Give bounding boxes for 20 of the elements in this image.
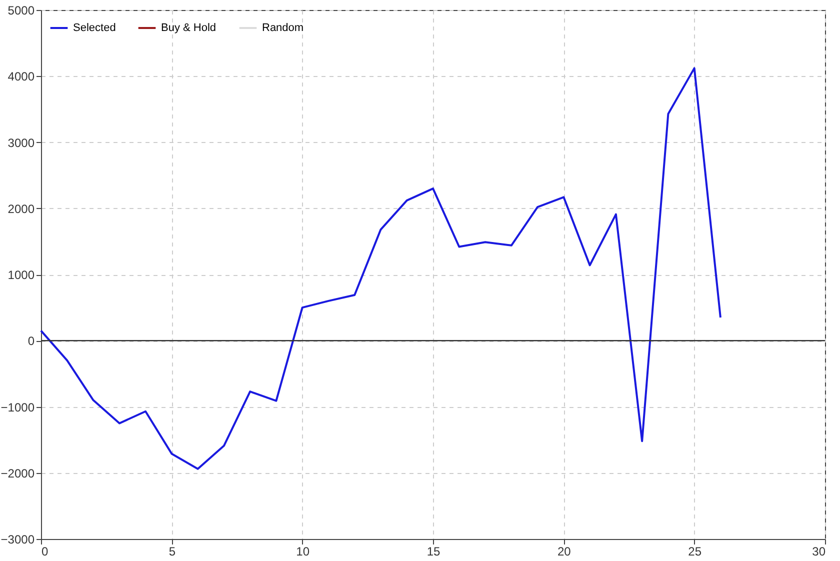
y-tick-label: −1000 (0, 400, 35, 414)
y-tick-label: 2000 (8, 202, 35, 216)
y-tick-label: −2000 (0, 466, 35, 480)
x-tick-label: 20 (557, 544, 572, 558)
y-tick-label: 4000 (8, 70, 35, 84)
x-tick-label: 25 (688, 544, 702, 558)
x-tick-label: 5 (168, 544, 176, 558)
y-tick-label: 5000 (8, 4, 35, 18)
y-tick-label: 1000 (8, 268, 35, 282)
y-tick-label: 0 (28, 334, 35, 348)
y-tick-label: −3000 (0, 532, 35, 546)
legend-label: Selected (73, 22, 116, 34)
legend-label: Buy & Hold (161, 22, 216, 34)
x-tick-label: 0 (42, 544, 48, 558)
x-tick-label: 15 (426, 544, 440, 558)
x-tick-label: 30 (812, 544, 826, 558)
x-tick-label: 10 (296, 544, 310, 558)
line-series (40, 67, 722, 470)
legend-label: Random (262, 22, 304, 34)
y-tick-label: 3000 (8, 136, 35, 150)
